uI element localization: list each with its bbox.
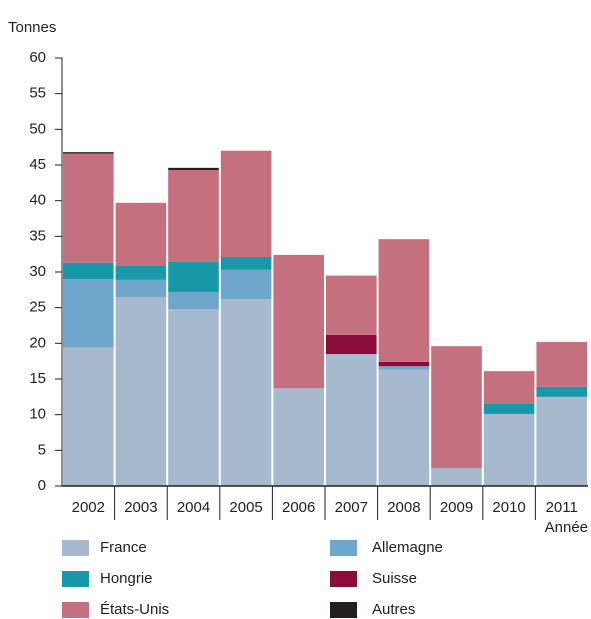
bar-segment xyxy=(536,396,587,486)
legend-label: États-Unis xyxy=(100,601,169,618)
y-tick-label: 55 xyxy=(29,85,46,102)
y-tick-label: 30 xyxy=(29,263,46,280)
bar-segment xyxy=(536,341,587,387)
y-tick-label: 40 xyxy=(29,192,46,209)
bar-segment xyxy=(536,386,587,397)
bar-segment xyxy=(483,413,535,486)
x-tick-label: 2005 xyxy=(229,499,262,516)
bar-segment xyxy=(431,468,482,486)
bar-segment xyxy=(326,275,377,335)
y-tick-label: 25 xyxy=(29,299,46,316)
x-tick-label: 2010 xyxy=(492,499,525,516)
bar-segment xyxy=(273,388,324,486)
bar-segment xyxy=(220,269,272,300)
bar-segment xyxy=(115,279,167,297)
bar-segment xyxy=(326,334,377,355)
y-tick-label: 60 xyxy=(29,49,46,66)
x-tick-label: 2006 xyxy=(282,499,315,516)
bar-segment xyxy=(115,265,167,280)
x-tick-label: 2008 xyxy=(387,499,420,516)
bar-segment xyxy=(326,354,377,486)
x-tick-label: 2003 xyxy=(124,499,157,516)
legend-swatch xyxy=(330,571,357,587)
bar-segment xyxy=(63,153,114,263)
legend-swatch xyxy=(330,540,357,556)
bar-segment xyxy=(168,167,219,170)
bar-segment xyxy=(378,366,430,370)
bar-segment xyxy=(273,254,324,389)
y-tick-label: 5 xyxy=(38,441,46,458)
bar-segment xyxy=(378,361,430,367)
legend-label: Allemagne xyxy=(372,539,443,556)
x-axis-label: Année xyxy=(545,519,588,536)
legend-label: France xyxy=(100,539,147,556)
y-axis-label: Tonnes xyxy=(8,19,56,36)
y-tick-label: 35 xyxy=(29,227,46,244)
x-tick-label: 2002 xyxy=(72,499,105,516)
legend-label: Suisse xyxy=(372,570,417,587)
bar-segment xyxy=(63,262,114,280)
bar-segment xyxy=(220,299,272,486)
bar-segment xyxy=(63,279,114,348)
bar-segment xyxy=(378,369,430,486)
x-tick-label: 2007 xyxy=(335,499,368,516)
x-tick-label: 2011 xyxy=(546,499,578,516)
bar-segment xyxy=(220,150,272,258)
legend-swatch xyxy=(62,571,89,587)
bar-segment xyxy=(168,262,219,292)
legend-label: Autres xyxy=(372,601,415,618)
x-tick-label: 2004 xyxy=(177,499,210,516)
y-tick-label: 45 xyxy=(29,156,46,173)
bar-segment xyxy=(115,202,167,266)
y-tick-label: 50 xyxy=(29,120,46,137)
bar-segment xyxy=(431,346,482,469)
bar-segment xyxy=(115,296,167,486)
legend-swatch xyxy=(330,602,357,618)
x-tick-label: 2009 xyxy=(440,499,473,516)
legend-swatch xyxy=(62,540,89,556)
bar-segment xyxy=(63,152,114,154)
bar-segment xyxy=(483,371,535,404)
legend-swatch xyxy=(62,602,89,618)
bar-segment xyxy=(168,291,219,310)
y-tick-label: 15 xyxy=(29,370,46,387)
y-tick-label: 20 xyxy=(29,334,46,351)
bar-segment xyxy=(63,347,114,486)
bar-segment xyxy=(483,403,535,414)
bar-segment xyxy=(168,169,219,263)
bar-segment xyxy=(220,257,272,270)
y-tick-label: 10 xyxy=(29,406,46,423)
legend-label: Hongrie xyxy=(100,570,153,587)
bar-segment xyxy=(168,309,219,486)
y-tick-label: 0 xyxy=(38,477,46,494)
bar-segment xyxy=(378,239,430,362)
